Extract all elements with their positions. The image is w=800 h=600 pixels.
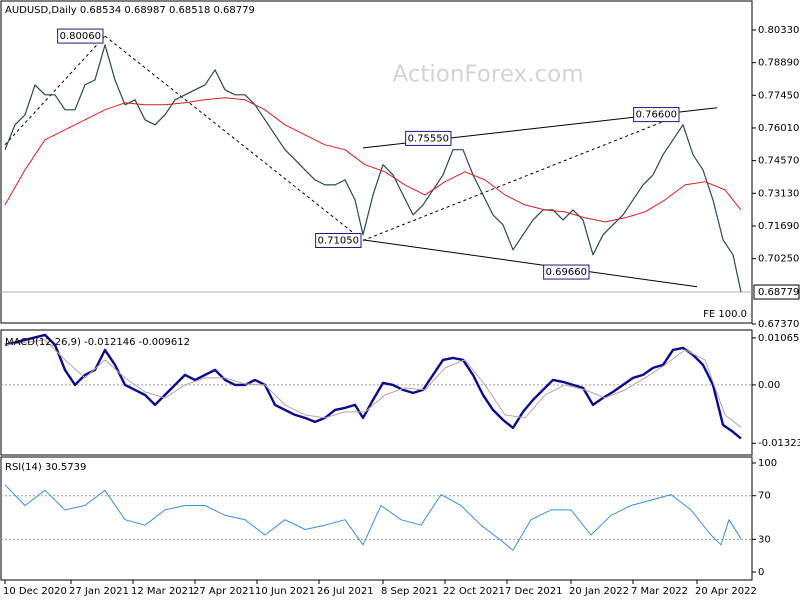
annotation-label: 0.71050 [318,236,359,247]
series-line [4,97,742,223]
x-tick-label: 26 Jul 2021 [317,586,374,597]
y-tick-label: 0.71690 [758,221,799,232]
panel-title: AUDUSD,Daily 0.68534 0.68987 0.68518 0.6… [5,5,255,16]
y-tick-label: -0.013231 [758,438,800,449]
x-tick-label: 20 Jan 2022 [569,586,629,597]
series-line [4,333,742,440]
x-tick-label: 7 Dec 2021 [505,586,563,597]
x-tick-label: 22 Oct 2021 [443,586,505,597]
x-tick-label: 27 Jan 2021 [69,586,129,597]
y-tick-label: 0.74570 [758,156,799,167]
y-tick-label: 0.70250 [758,254,799,265]
annotation-box [315,233,362,249]
x-tick-label: 12 Mar 2021 [131,586,194,597]
annotation-label: FE 100.0 [703,309,747,320]
y-tick-label: 0.73130 [758,188,799,199]
rsi-panel [0,456,753,581]
y-tick-label: 0.67370 [758,319,799,330]
y-tick-label: 0.76010 [758,123,799,134]
panel-title: MACD(12,26,9) -0.012146 -0.009612 [5,337,190,348]
macd-panel [0,329,753,456]
annotation-box [543,264,590,280]
series-line [4,339,742,428]
series-line [4,484,742,551]
last-price-box [753,284,800,300]
annotation-label: 0.80060 [60,31,101,42]
trendline [362,239,698,288]
y-tick-label: 0.00 [758,380,780,391]
annotation-label: 0.69660 [546,267,587,278]
price-panel [0,0,753,324]
y-tick-label: 100 [758,458,777,469]
x-tick-label: 10 Jun 2021 [255,586,315,597]
y-tick-label: 0.010653 [758,333,800,344]
annotation-label: 0.75550 [408,133,449,144]
x-tick-label: 20 Apr 2022 [695,586,757,597]
y-tick-label: 30 [758,534,771,545]
panel-title: RSI(14) 30.5739 [5,462,86,473]
annotation-box [405,130,452,146]
y-tick-label: 0.78890 [758,58,799,69]
annotation-box [633,107,680,123]
watermark: ActionForex.com [392,62,583,88]
x-tick-label: 8 Sep 2021 [381,586,438,597]
y-tick-label: 0 [758,567,764,578]
x-tick-label: 10 Dec 2020 [3,586,67,597]
y-tick-label: 0.77450 [758,90,799,101]
y-tick-label: 0.80330 [758,25,799,36]
annotation-label: 0.76600 [636,110,677,121]
last-price-label: 0.68779 [758,287,799,298]
trendline [104,35,364,241]
annotation-box [57,28,104,44]
x-tick-label: 7 Mar 2022 [631,586,688,597]
x-tick-label: 27 Apr 2021 [193,586,255,597]
trendline [4,35,106,146]
y-tick-label: 70 [758,491,771,502]
